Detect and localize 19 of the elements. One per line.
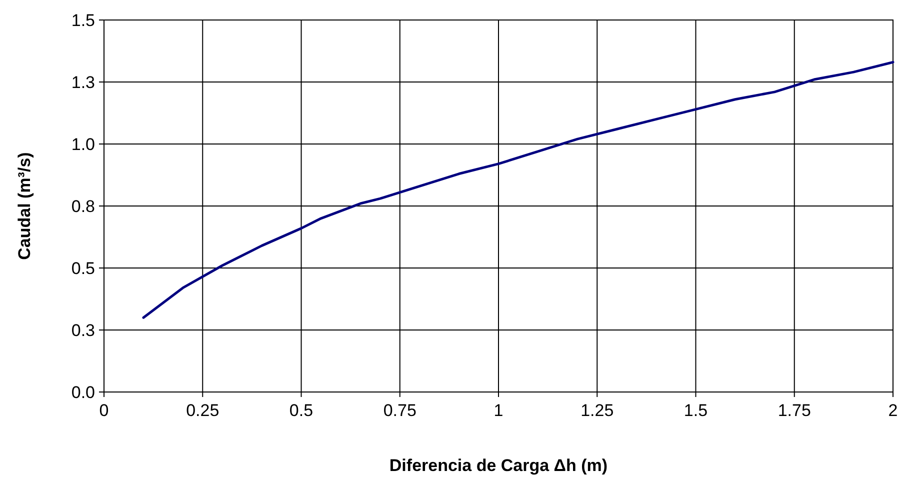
- x-tick-label: 0: [99, 401, 109, 420]
- x-tick-label: 1.25: [580, 401, 614, 420]
- x-tick-label: 1.75: [778, 401, 811, 420]
- x-axis-title: Diferencia de Carga Δh (m): [389, 456, 608, 475]
- x-tick-label: 0.5: [289, 401, 314, 420]
- x-tick-label: 2: [888, 401, 898, 420]
- x-tick-label: 0.75: [383, 401, 416, 420]
- y-tick-label: 0.8: [71, 196, 95, 216]
- y-axis-title: Caudal (m³/s): [15, 152, 34, 260]
- y-tick-label: 0.0: [71, 382, 95, 402]
- y-tick-label: 0.3: [71, 320, 95, 340]
- y-tick-label: 1.0: [71, 134, 95, 154]
- x-tick-label: 1: [494, 401, 504, 420]
- y-tick-label: 0.5: [71, 258, 95, 278]
- y-tick-label: 1.3: [71, 72, 95, 92]
- x-tick-label: 0.25: [186, 401, 220, 420]
- line-series: [142, 60, 894, 319]
- y-tick-label: 1.5: [71, 10, 95, 30]
- x-tick-label: 1.5: [684, 401, 708, 420]
